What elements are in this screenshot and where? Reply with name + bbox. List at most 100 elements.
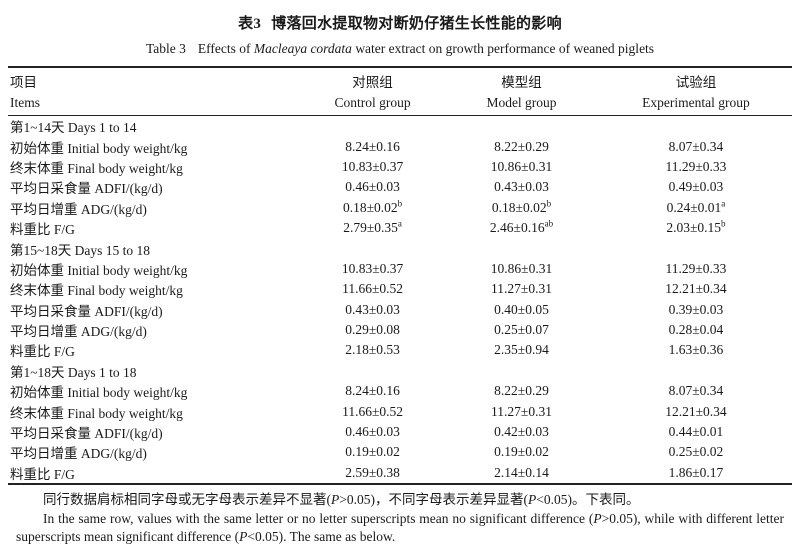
footnote-en: In the same row, values with the same le…: [16, 510, 784, 547]
row-item-label: 平均日采食量 ADFI/(kg/d): [10, 426, 163, 442]
value-text: 0.39±0.03: [668, 301, 724, 317]
col-header-experimental-zh: 试验组: [675, 75, 717, 90]
experimental-value: 12.21±0.34: [600, 401, 792, 421]
value-text: 0.19±0.02: [345, 444, 400, 460]
col-header-items: 项目 Items: [8, 67, 302, 116]
table-title-en-prefix: Effects of: [197, 41, 254, 56]
superscript: b: [397, 198, 403, 209]
row-item-label: 终末体重 Final body weight/kg: [10, 405, 183, 421]
control-value: 0.43±0.03: [302, 300, 443, 320]
model-value: 0.40±0.05: [443, 300, 600, 320]
row-item-label: 终末体重 Final body weight/kg: [10, 283, 183, 299]
row-item-label: 平均日增重 ADG/(kg/d): [10, 201, 147, 217]
model-value: 2.14±0.14: [443, 463, 600, 484]
footnote-en-text: <0.05). The same as below.: [247, 529, 396, 545]
value-text: 11.27±0.31: [491, 281, 552, 297]
value-text: 8.24±0.16: [345, 138, 400, 154]
row-item-label: 平均日采食量 ADFI/(kg/d): [10, 303, 163, 319]
value-text: 11.29±0.33: [665, 158, 727, 174]
model-value: 10.86±0.31: [443, 259, 600, 279]
control-value: 10.83±0.37: [302, 259, 443, 279]
table-row: 平均日增重 ADG/(kg/d) 0.29±0.08 0.25±0.07 0.2…: [8, 320, 792, 340]
p-symbol: P: [527, 492, 537, 508]
row-item-label: 平均日增重 ADG/(kg/d): [10, 324, 147, 340]
value-text: 10.83±0.37: [341, 260, 404, 276]
row-item-label: 平均日增重 ADG/(kg/d): [10, 446, 147, 462]
model-value: 2.46±0.16ab: [443, 218, 600, 238]
footnote-en-text: >0.05), while with different letter supe…: [16, 510, 784, 545]
table-title-zh: 表3 博落回水提取物对断奶仔猪生长性能的影响: [8, 12, 792, 33]
section-header-days-15-18: 第15~18天 Days 15 to 18: [8, 238, 792, 258]
table-row: 料重比 F/G 2.59±0.38 2.14±0.14 1.86±0.17: [8, 463, 792, 484]
superscript: b: [721, 218, 726, 229]
control-value: 11.66±0.52: [302, 279, 443, 299]
superscript: a: [721, 198, 726, 209]
footnote-en-text: In the same row, values with the same le…: [43, 510, 594, 526]
table-row: 终末体重 Final body weight/kg 11.66±0.52 11.…: [8, 279, 792, 299]
model-value: 11.27±0.31: [443, 279, 600, 299]
control-value: 0.29±0.08: [302, 320, 443, 340]
value-text: 2.14±0.14: [494, 464, 549, 480]
value-text: 0.25±0.02: [668, 444, 724, 460]
value-text: 8.22±0.29: [494, 138, 549, 154]
value-text: 1.63±0.36: [668, 342, 724, 358]
experimental-value: 1.86±0.17: [600, 463, 792, 484]
model-value: 8.22±0.29: [443, 136, 600, 156]
model-value: 0.42±0.03: [443, 422, 600, 442]
value-text: 10.86±0.31: [490, 260, 553, 276]
table-title-en-suffix: water extract on growth performance of w…: [351, 41, 655, 56]
p-symbol: P: [593, 510, 602, 526]
experimental-value: 8.07±0.34: [600, 136, 792, 156]
value-text: 0.28±0.04: [668, 322, 724, 338]
control-value: 0.46±0.03: [302, 177, 443, 197]
growth-performance-table: 项目 Items 对照组 Control group 模型组 Model gro…: [8, 66, 792, 486]
value-text: 11.27±0.31: [491, 403, 552, 419]
row-item-label: 初始体重 Initial body weight/kg: [10, 262, 188, 278]
value-text: 2.03±0.15: [666, 220, 722, 236]
p-symbol: P: [239, 529, 248, 545]
row-item-label: 料重比 F/G: [10, 466, 75, 482]
control-value: 8.24±0.16: [302, 136, 443, 156]
table-header: 项目 Items 对照组 Control group 模型组 Model gro…: [8, 67, 792, 116]
experimental-value: 0.24±0.01a: [600, 198, 792, 218]
species-name-italic: Macleaya cordata: [253, 41, 352, 56]
value-text: 0.24±0.01: [666, 199, 722, 215]
table-number-en: Table 3: [145, 41, 186, 56]
experimental-value: 0.44±0.01: [600, 422, 792, 442]
table-body: 第1~14天 Days 1 to 14 初始体重 Initial body we…: [8, 116, 792, 485]
col-header-experimental-en: Experimental group: [642, 95, 750, 110]
value-text: 8.07±0.34: [668, 138, 724, 154]
value-text: 0.44±0.01: [668, 424, 724, 440]
value-text: 0.43±0.03: [494, 179, 549, 195]
experimental-value: 0.28±0.04: [600, 320, 792, 340]
section-label: 第1~14天 Days 1 to 14: [10, 120, 137, 136]
control-value: 0.19±0.02: [302, 442, 443, 462]
row-item-label: 料重比 F/G: [10, 344, 75, 360]
table-row: 平均日采食量 ADFI/(kg/d) 0.46±0.03 0.43±0.03 0…: [8, 177, 792, 197]
control-value: 0.18±0.02b: [302, 198, 443, 218]
value-text: 0.43±0.03: [345, 301, 400, 317]
col-header-items-zh: 项目: [10, 75, 37, 90]
control-value: 2.59±0.38: [302, 463, 443, 484]
control-value: 0.46±0.03: [302, 422, 443, 442]
value-text: 0.42±0.03: [494, 424, 549, 440]
table-row: 终末体重 Final body weight/kg 11.66±0.52 11.…: [8, 401, 792, 421]
model-value: 0.43±0.03: [443, 177, 600, 197]
value-text: 0.46±0.03: [345, 424, 400, 440]
superscript: a: [397, 218, 402, 229]
footnote-zh-text: >0.05)，不同字母表示差异显著(: [339, 492, 528, 508]
value-text: 0.19±0.02: [494, 444, 549, 460]
col-header-control-en: Control group: [334, 95, 411, 110]
model-value: 0.25±0.07: [443, 320, 600, 340]
superscript: ab: [544, 218, 554, 229]
control-value: 11.66±0.52: [302, 401, 443, 421]
value-text: 12.21±0.34: [665, 281, 727, 297]
value-text: 0.46±0.03: [345, 179, 400, 195]
table-row: 平均日采食量 ADFI/(kg/d) 0.46±0.03 0.42±0.03 0…: [8, 422, 792, 442]
value-text: 0.40±0.05: [494, 301, 549, 317]
superscript: b: [546, 198, 552, 209]
value-text: 0.18±0.02: [342, 199, 398, 215]
value-text: 10.83±0.37: [341, 158, 404, 174]
row-item-label: 初始体重 Initial body weight/kg: [10, 385, 188, 401]
